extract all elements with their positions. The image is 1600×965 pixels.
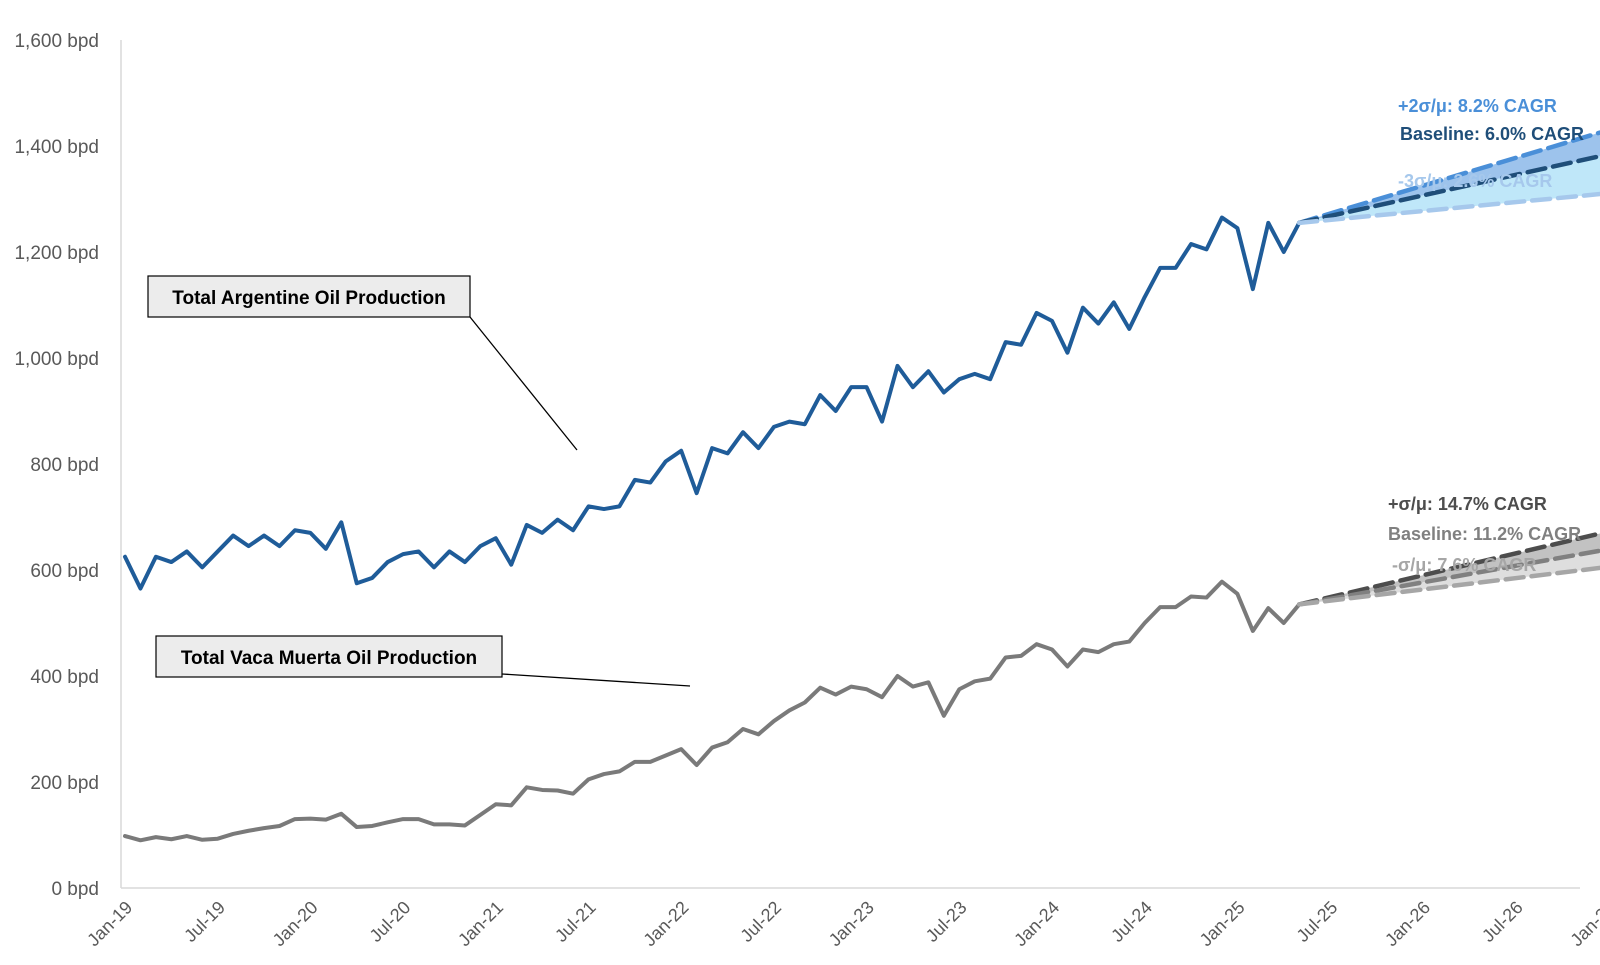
x-tick-label: Jul-25	[1293, 897, 1342, 946]
cagr-label-argentine-baseline: Baseline: 6.0% CAGR	[1400, 124, 1584, 144]
x-tick-label: Jan-27	[1566, 897, 1600, 950]
x-tick-label: Jul-19	[180, 897, 229, 946]
callout-argentine-label: Total Argentine Oil Production	[172, 288, 445, 309]
y-tick-label: 400 bpd	[30, 667, 99, 688]
y-tick-label: 1,600 bpd	[14, 31, 99, 52]
callout-vaca-muerta-box	[155, 635, 503, 678]
x-tick-label: Jul-20	[366, 897, 415, 946]
y-tick-label: 0 bpd	[51, 879, 99, 900]
x-tick-labels: Jan-19 Jul-19 Jan-20 Jul-20 Jan-21 Jul-21 Jan-…	[83, 897, 1600, 950]
forecast-line	[1296, 130, 1600, 226]
callout-vaca-muerta: Total Vaca Muerta Oil Production	[155, 635, 691, 687]
x-tick-label: Jul-22	[736, 897, 785, 946]
forecast-lines	[1296, 130, 1600, 607]
x-tick-label: Jan-21	[454, 897, 507, 950]
y-tick-label: 1,400 bpd	[14, 137, 99, 158]
forecast-line	[1296, 565, 1600, 607]
y-tick-label: 1,000 bpd	[14, 349, 99, 370]
series-line	[123, 215, 1302, 591]
y-tick-label: 600 bpd	[30, 561, 99, 582]
forecast-line	[1296, 548, 1600, 607]
cagr-label-argentine-upper: +2σ/μ: 8.2% CAGR	[1398, 96, 1557, 116]
y-tick-label: 200 bpd	[30, 773, 99, 794]
axes	[120, 40, 1580, 889]
x-tick-label: Jan-19	[83, 897, 136, 950]
x-tick-label: Jul-24	[1107, 897, 1156, 946]
callout-argentine-box	[147, 275, 471, 318]
x-tick-label: Jan-25	[1196, 897, 1249, 950]
cagr-label-vaca-upper: +σ/μ: 14.7% CAGR	[1388, 494, 1547, 514]
x-tick-label: Jan-23	[825, 897, 878, 950]
x-tick-label: Jan-24	[1010, 897, 1063, 950]
cagr-labels: +2σ/μ: 8.2% CAGR Baseline: 6.0% CAGR -3σ…	[1388, 96, 1584, 575]
x-tick-label: Jul-26	[1478, 897, 1527, 946]
cagr-label-vaca-lower: -σ/μ: 7.6% CAGR	[1392, 555, 1536, 575]
callout-vaca-muerta-label: Total Vaca Muerta Oil Production	[181, 648, 477, 669]
series-line	[123, 579, 1302, 843]
forecast-line	[1296, 531, 1600, 607]
x-tick-label: Jan-22	[639, 897, 692, 950]
x-tick-label: Jan-26	[1381, 897, 1434, 950]
cagr-label-argentine-lower: -3σ/μ: 2.6% CAGR	[1398, 171, 1552, 191]
x-tick-label: Jan-20	[269, 897, 322, 950]
x-tick-label: Jul-23	[922, 897, 971, 946]
y-tick-label: 800 bpd	[30, 455, 99, 476]
callout-vaca-muerta-leader	[501, 673, 691, 687]
forecast-line	[1296, 191, 1600, 226]
y-tick-labels: 0 bpd 200 bpd 400 bpd 600 bpd 800 bpd 1,000 b…	[14, 31, 99, 900]
y-tick-label: 1,200 bpd	[14, 243, 99, 264]
forecast-band	[1299, 156, 1600, 223]
callout-argentine: Total Argentine Oil Production	[147, 275, 578, 451]
callout-argentine-leader	[469, 316, 578, 451]
series-lines	[123, 215, 1302, 843]
forecast-line	[1296, 153, 1600, 226]
cagr-label-vaca-baseline: Baseline: 11.2% CAGR	[1388, 524, 1581, 544]
x-tick-label: Jul-21	[551, 897, 600, 946]
